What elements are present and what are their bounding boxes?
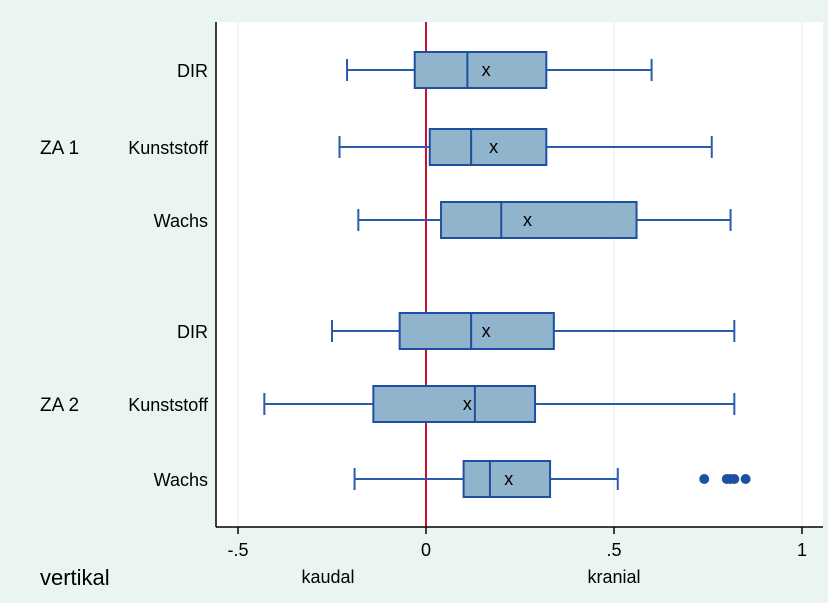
group-label-1: ZA 1 bbox=[40, 138, 79, 159]
box-2-dir: x bbox=[331, 312, 736, 350]
iqr-box bbox=[413, 51, 548, 89]
mean-marker: x bbox=[482, 60, 491, 80]
mean-marker: x bbox=[489, 137, 498, 157]
box-1-kunststoff: x bbox=[338, 128, 713, 166]
mean-marker: x bbox=[523, 210, 532, 230]
outlier-point bbox=[729, 474, 740, 484]
box-2-wachs: x bbox=[353, 460, 751, 498]
labels: DIR Kunststoff Wachs ZA 1 DIR Kunststoff Wachs… bbox=[40, 61, 209, 490]
axes: -.5 0 .5 1 bbox=[215, 22, 823, 560]
mean-marker: x bbox=[504, 469, 513, 489]
mean-marker: x bbox=[482, 321, 491, 341]
box-1-dir: x bbox=[346, 51, 653, 89]
plot-area bbox=[216, 22, 823, 527]
category-label-wachs: Wachs bbox=[154, 211, 208, 231]
box-1-wachs: x bbox=[357, 201, 732, 239]
group-label-2: ZA 2 bbox=[40, 395, 79, 416]
x-tick-label: 0 bbox=[421, 540, 431, 560]
outlier-point bbox=[699, 474, 710, 484]
outlier-point bbox=[740, 474, 751, 484]
box-2-kunststoff: x bbox=[263, 385, 736, 423]
boxes-layer: x x x x x x bbox=[263, 51, 751, 498]
category-label-kunststoff: Kunststoff bbox=[128, 138, 209, 158]
x-tick-label: 1 bbox=[797, 540, 807, 560]
mean-marker: x bbox=[463, 394, 472, 414]
x-axis-title: vertikal bbox=[40, 565, 110, 590]
iqr-box bbox=[428, 128, 548, 166]
category-label-dir: DIR bbox=[177, 61, 208, 81]
iqr-box bbox=[440, 201, 638, 239]
x-tick-label: .5 bbox=[606, 540, 621, 560]
iqr-box bbox=[398, 312, 555, 350]
category-label-wachs: Wachs bbox=[154, 470, 208, 490]
iqr-box bbox=[372, 385, 537, 423]
direction-label-kaudal: kaudal bbox=[301, 567, 354, 587]
iqr-box bbox=[462, 460, 552, 498]
category-label-kunststoff: Kunststoff bbox=[128, 395, 209, 415]
x-tick-label: -.5 bbox=[227, 540, 248, 560]
direction-label-kranial: kranial bbox=[587, 567, 640, 587]
category-label-dir: DIR bbox=[177, 322, 208, 342]
